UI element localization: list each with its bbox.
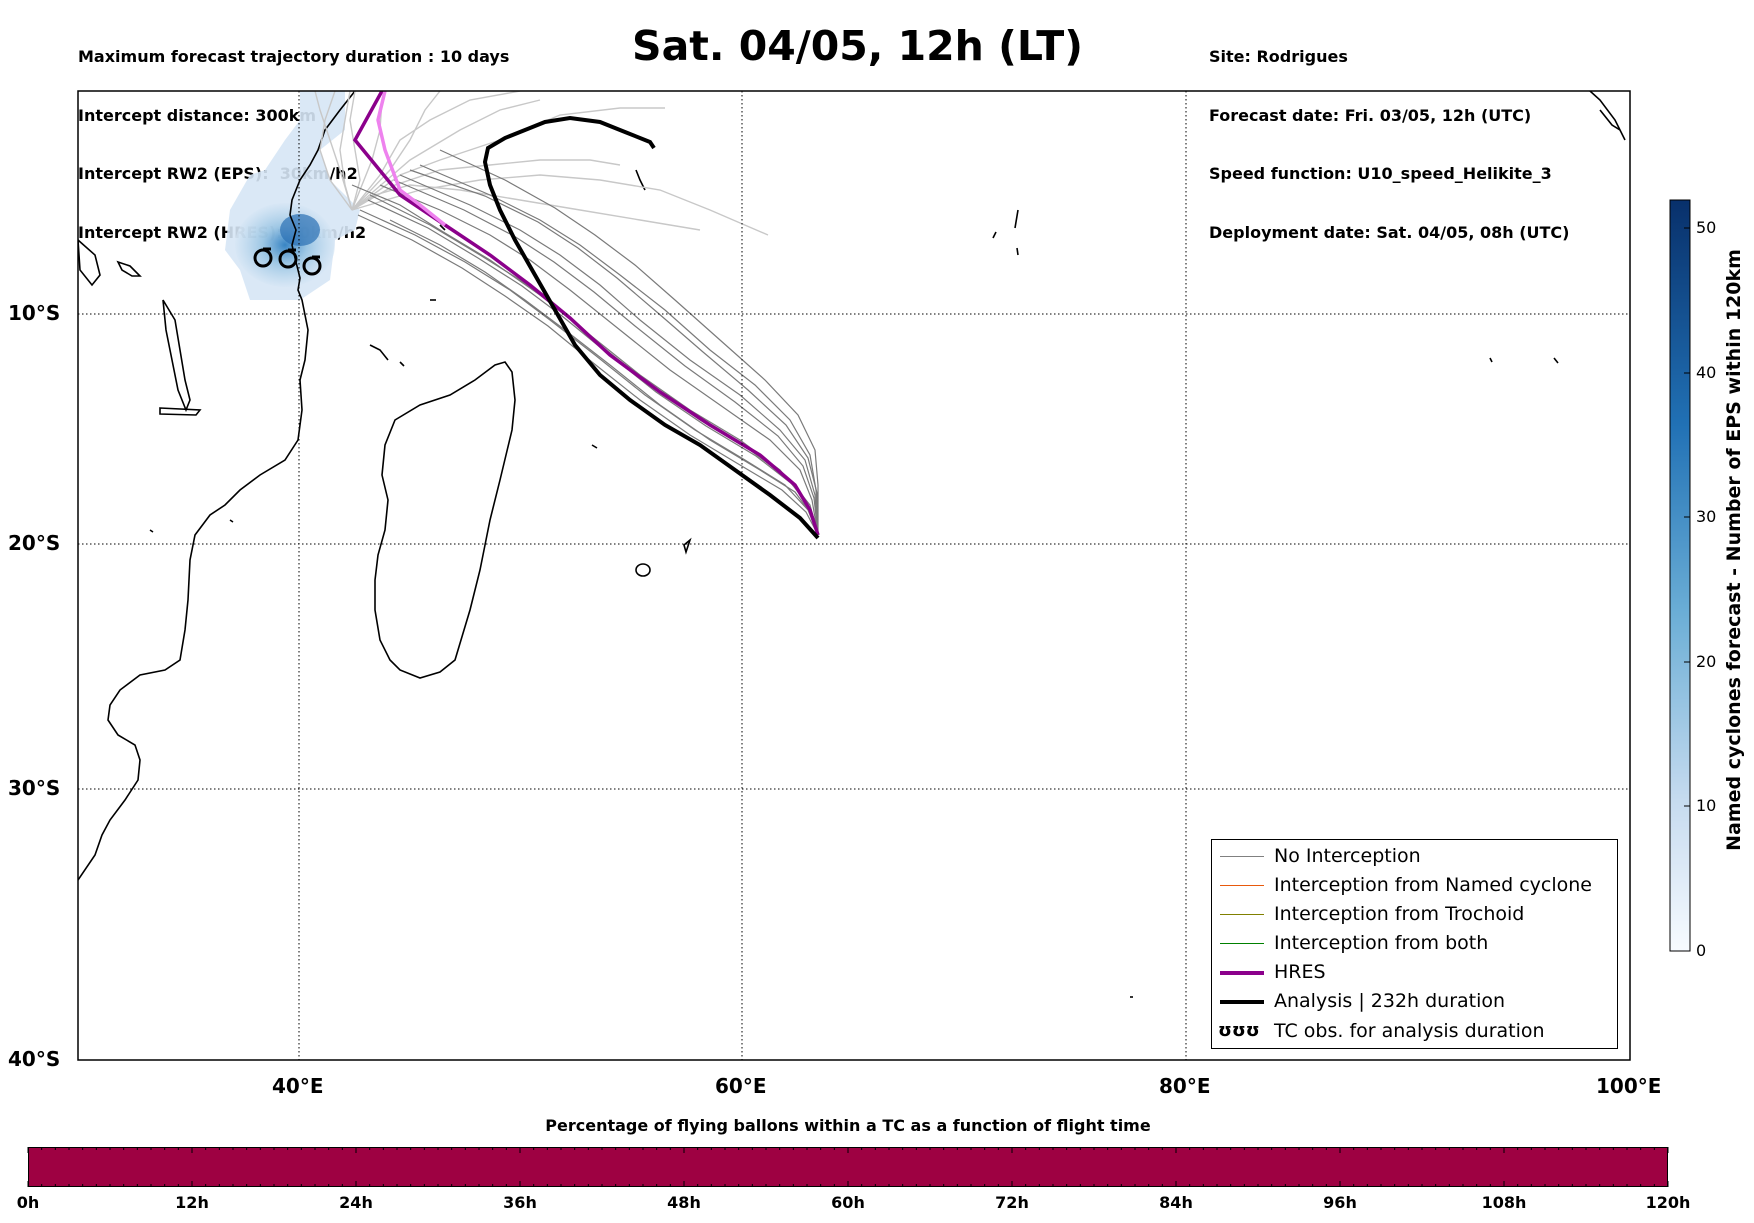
colorbar-tick-label: 40 [1696,363,1717,382]
legend-label: Interception from Named cyclone [1274,874,1592,896]
timebar [28,1147,1668,1187]
header-left-line: Intercept distance: 300km [78,105,317,125]
legend-item: ʊʊʊ TC obs. for analysis duration [1212,1019,1617,1045]
header-right-line: Site: Rodrigues [1209,47,1348,66]
madagascar-coastline [374,361,516,679]
page-title: Sat. 04/05, 12h (LT) [632,22,1083,70]
colorbar-tick-label: 50 [1696,218,1717,237]
tc-symbol-icon: ʊʊʊ [1218,1020,1260,1041]
timebar-label: 36h [503,1193,537,1212]
legend-item: HRES [1212,960,1617,986]
lon-label: 80°E [1159,1074,1211,1098]
header-right-info: Site: Rodrigues Forecast date: Fri. 03/0… [1209,8,1569,262]
timebar-label: 60h [831,1193,865,1212]
legend-label: Interception from Trochoid [1274,903,1525,925]
timebar-title: Percentage of flying ballons within a TC… [545,1116,1151,1135]
tc-observation-symbols [253,247,322,276]
lat-label: 10°S [8,301,61,325]
timebar-label: 84h [1159,1193,1193,1212]
legend-item: Interception from both [1212,931,1617,957]
timebar-label: 72h [995,1193,1029,1212]
map-frame [77,90,1631,1061]
africa-coastline [78,91,356,881]
legend-swatch [1220,1000,1264,1004]
legend-item: Interception from Named cyclone [1212,873,1617,899]
eps-density-field [225,91,360,300]
legend-item: Interception from Trochoid [1212,902,1617,928]
lat-label: 40°S [8,1047,61,1071]
colorbar-ticks [1684,227,1690,952]
coastline-ne [1599,109,1621,131]
legend-item: No Interception [1212,844,1617,870]
legend-label: Analysis | 232h duration [1274,990,1506,1012]
header-right-line: Speed function: U10_speed_Helikite_3 [1209,164,1552,183]
trajectories-long [314,91,769,236]
colorbar-tick-label: 20 [1696,652,1717,671]
coastline-ne [1589,91,1626,141]
lon-label: 40°E [272,1074,324,1098]
colorbar-tick-label: 30 [1696,507,1717,526]
legend-swatch [1220,856,1264,857]
timebar-label: 24h [339,1193,373,1212]
lat-label: 20°S [8,531,61,555]
legend-swatch [1220,885,1264,886]
colorbar-label: Named cyclones forecast - Number of EPS … [1723,249,1745,851]
lake-coastline [78,238,101,287]
lake-coastline [159,407,202,416]
lon-label: 100°E [1596,1074,1662,1098]
analysis-trajectory [482,115,820,540]
map-legend: No Interception Interception from Named … [1211,839,1618,1049]
legend-item: Analysis | 232h duration [1212,989,1617,1015]
gridlines [78,91,1630,1060]
legend-label: HRES [1274,961,1326,983]
timebar-label: 120h [1645,1193,1691,1212]
legend-swatch [1220,971,1264,975]
legend-label: No Interception [1274,845,1421,867]
hres-trajectory-early [376,91,447,227]
timebar-label: 0h [16,1193,40,1212]
colorbar-tick-label: 0 [1696,941,1707,960]
header-left-line: Maximum forecast trajectory duration : 1… [78,47,510,66]
lat-label: 30°S [8,776,61,800]
legend-swatch [1220,943,1264,944]
timebar-label: 48h [667,1193,701,1212]
timebar-label: 96h [1323,1193,1357,1212]
timebar-label: 12h [175,1193,209,1212]
header-left-info: Maximum forecast trajectory duration : 1… [78,8,509,262]
legend-swatch [1220,914,1264,915]
lake-coastline [116,260,142,277]
colorbar-tick-label: 10 [1696,796,1717,815]
timebar-label: 108h [1481,1193,1527,1212]
legend-label: Interception from both [1274,932,1489,954]
legend-label: TC obs. for analysis duration [1274,1020,1545,1042]
island-coastline [683,537,692,555]
lon-label: 60°E [715,1074,767,1098]
coastlines [78,91,1626,998]
header-right-line: Forecast date: Fri. 03/05, 12h (UTC) [1209,105,1532,125]
colorbar [1669,199,1691,952]
header-right-line: Deployment date: Sat. 04/05, 08h (UTC) [1209,222,1570,242]
lake-coastline [162,299,191,413]
island-coastline [635,563,651,577]
hres-trajectory [352,91,820,536]
